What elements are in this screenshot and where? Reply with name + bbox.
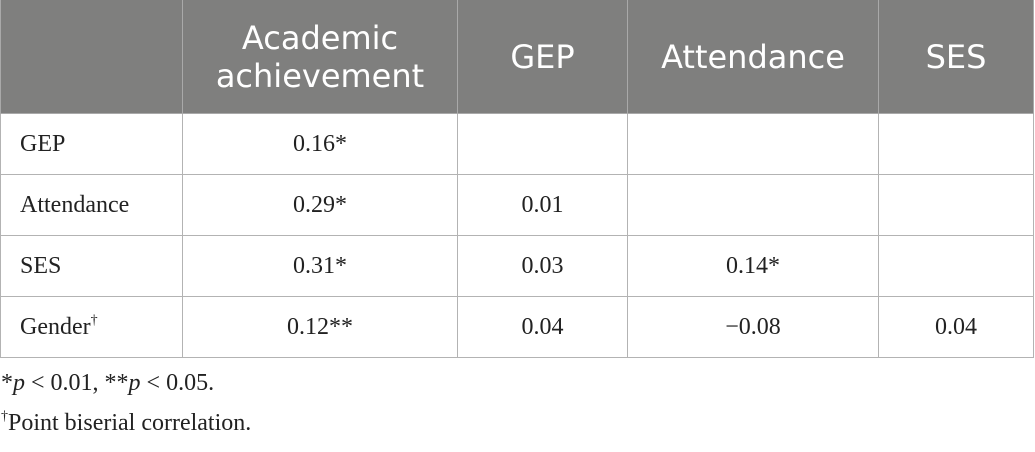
point-biserial-note: †Point biserial correlation. (1, 409, 252, 437)
header-academic-achievement: Academic achievement (182, 0, 458, 114)
table-cell (878, 113, 1034, 175)
header-ses: SES (878, 0, 1034, 114)
table-row: Gender† 0.12** 0.04 −0.08 0.04 (0, 296, 1034, 358)
table-row: SES 0.31* 0.03 0.14* (0, 235, 1034, 297)
table-cell (878, 174, 1034, 236)
header-empty (0, 0, 183, 114)
correlation-table-container: Academic achievement GEP Attendance SES … (0, 0, 1034, 358)
table-cell: 0.14* (627, 235, 879, 297)
table-header-row: Academic achievement GEP Attendance SES (0, 0, 1034, 114)
table-cell: 0.16* (182, 113, 458, 175)
correlation-table: Academic achievement GEP Attendance SES … (0, 0, 1034, 358)
table-footnotes: *p < 0.01, **p < 0.05. †Point biserial c… (1, 368, 251, 444)
table-cell: 0.01 (457, 174, 628, 236)
table-cell (878, 235, 1034, 297)
table-cell (457, 113, 628, 175)
row-label-ses: SES (0, 235, 183, 297)
table-cell: 0.03 (457, 235, 628, 297)
table-cell: 0.29* (182, 174, 458, 236)
header-gep: GEP (457, 0, 628, 114)
table-cell (627, 113, 879, 175)
row-label-attendance: Attendance (0, 174, 183, 236)
table-cell: 0.31* (182, 235, 458, 297)
table-cell: −0.08 (627, 296, 879, 358)
table-cell (627, 174, 879, 236)
table-cell: 0.04 (457, 296, 628, 358)
significance-note: *p < 0.01, **p < 0.05. (1, 370, 215, 396)
header-attendance: Attendance (627, 0, 879, 114)
table-row: Attendance 0.29* 0.01 (0, 174, 1034, 236)
row-label-gender: Gender† (0, 296, 183, 358)
table-cell: 0.12** (182, 296, 458, 358)
table-row: GEP 0.16* (0, 113, 1034, 175)
dagger-mark: † (1, 409, 8, 424)
row-label-gep: GEP (0, 113, 183, 175)
table-cell: 0.04 (878, 296, 1034, 358)
dagger-footnote-mark: † (90, 312, 98, 328)
